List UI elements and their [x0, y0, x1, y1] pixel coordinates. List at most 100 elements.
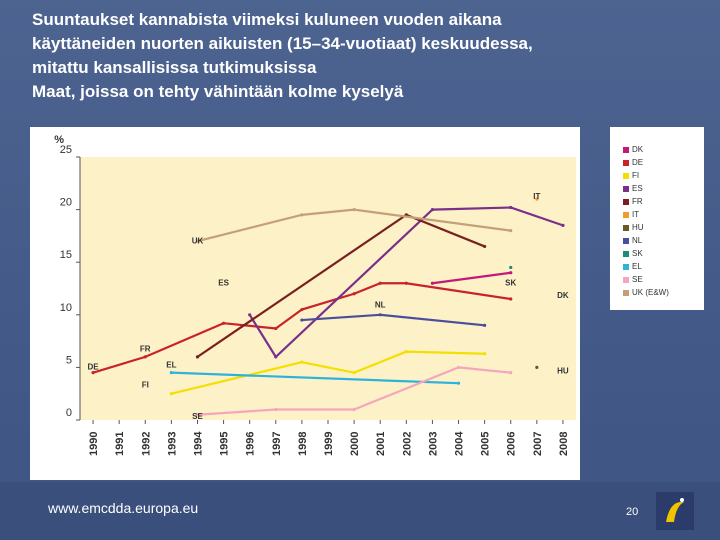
series-point: [91, 371, 95, 375]
series-annotation: DK: [557, 291, 569, 300]
series-point: [456, 381, 461, 385]
series-annotation: NL: [375, 300, 386, 309]
legend-swatch: [623, 147, 629, 153]
series-annotation: UK: [192, 236, 204, 245]
series-point: [143, 355, 147, 359]
legend-swatch: [623, 264, 629, 270]
legend-swatch: [623, 199, 629, 205]
page-number: 20: [626, 506, 639, 518]
legend-item: ES: [623, 183, 643, 195]
legend-label: NL: [632, 236, 643, 245]
legend-swatch: [623, 173, 629, 179]
slide-title: Suuntaukset kannabista viimeksi kuluneen…: [32, 8, 692, 104]
x-tick-label: 2002: [401, 432, 413, 456]
x-tick-label: 1997: [271, 432, 283, 456]
series-point: [483, 323, 487, 327]
x-tick-label: 1990: [88, 432, 100, 456]
series-point: [221, 321, 226, 325]
title-line-4: Maat, joissa on tehty vähintään kolme ky…: [32, 82, 404, 101]
series-point: [274, 355, 278, 359]
legend-item: NL: [623, 235, 643, 247]
legend-label: HU: [632, 223, 644, 232]
footer-bar: [0, 482, 720, 540]
legend-item: DK: [623, 144, 644, 156]
series-point: [509, 297, 513, 301]
y-axis-label: %: [54, 134, 64, 146]
series-point: [352, 371, 356, 375]
legend-swatch: [623, 225, 629, 231]
series-point: [561, 223, 565, 227]
legend-swatch: [623, 160, 629, 166]
x-tick-label: 2004: [454, 431, 466, 456]
series-annotation: ES: [218, 278, 229, 287]
legend-swatch: [623, 290, 629, 296]
title-line-3: mitattu kansallisissa tutkimuksissa: [32, 58, 317, 77]
legend-swatch: [623, 212, 629, 218]
legend-item: DE: [623, 157, 644, 169]
series-point: [430, 208, 435, 212]
footer-url[interactable]: www.emcdda.europa.eu: [48, 500, 199, 516]
x-tick-label: 2001: [375, 432, 387, 456]
legend-label: DK: [632, 145, 644, 154]
x-tick-label: 1992: [140, 432, 152, 456]
series-line: [171, 371, 459, 385]
series-annotation: IT: [533, 192, 540, 201]
plot-area: [80, 157, 576, 420]
legend-label: EL: [632, 262, 642, 271]
legend-item: EL: [623, 261, 642, 273]
legend-item: FR: [623, 196, 643, 208]
series-annotation: EL: [166, 360, 176, 369]
emcdda-logo-icon: [656, 492, 694, 530]
x-tick-label: 1991: [114, 432, 126, 456]
legend-label: ES: [632, 184, 643, 193]
x-tick-label: 2003: [427, 432, 439, 456]
series-point: [300, 213, 304, 217]
chart-svg: 0 5 10 15 20 25% 1990 1991 1992 1993 1994 1995 1996 1…: [54, 134, 576, 456]
y-tick-label: 20: [60, 197, 72, 209]
legend-label: DE: [632, 158, 644, 167]
y-tick-label: 5: [66, 354, 72, 366]
legend-item: SE: [623, 274, 643, 286]
x-tick-label: 2007: [532, 432, 544, 456]
x-tick-label: 2006: [506, 432, 518, 456]
title-line-1: Suuntaukset kannabista viimeksi kuluneen…: [32, 10, 502, 29]
series-line: [197, 208, 511, 243]
series-point: [352, 407, 356, 412]
legend-item: SK: [623, 248, 643, 260]
series-point: [483, 352, 487, 356]
series-point: [248, 313, 252, 317]
series-point: [195, 413, 200, 417]
series-point: [195, 355, 200, 359]
legend-swatch: [623, 238, 629, 244]
x-tick-label: 2005: [480, 432, 492, 456]
series-point: [352, 208, 356, 212]
series-point: [300, 318, 304, 322]
series-point: [169, 392, 173, 396]
legend-label: FI: [632, 171, 640, 180]
series-point: [300, 307, 304, 312]
series-annotation: SE: [192, 412, 203, 421]
chart-panel: 0 5 10 15 20 25% 1990 1991 1992 1993 1994 1995 1996 1…: [30, 127, 580, 480]
series-point: [274, 326, 278, 331]
series-point: [509, 205, 513, 210]
legend-swatch: [623, 251, 629, 257]
y-tick-label: 25: [60, 144, 72, 156]
series-point: [535, 365, 539, 369]
series-point: [169, 371, 173, 375]
legend-item: HU: [623, 222, 644, 234]
series-point: [430, 281, 435, 285]
series-point: [509, 271, 513, 275]
series-point: [456, 365, 461, 369]
x-tick-label: 2000: [349, 432, 361, 456]
legend-item: UK (E&W): [623, 287, 669, 299]
x-tick-label: 1999: [323, 432, 335, 456]
series-annotation: FR: [140, 345, 151, 354]
x-tick-label: 1994: [192, 431, 204, 456]
series-point: [509, 265, 513, 270]
legend-item: IT: [623, 209, 639, 221]
legend-item: FI: [623, 170, 640, 182]
series-line: [432, 271, 511, 285]
series-point: [404, 281, 408, 285]
series-point: [509, 229, 513, 233]
y-tick-label: 0: [66, 407, 72, 419]
